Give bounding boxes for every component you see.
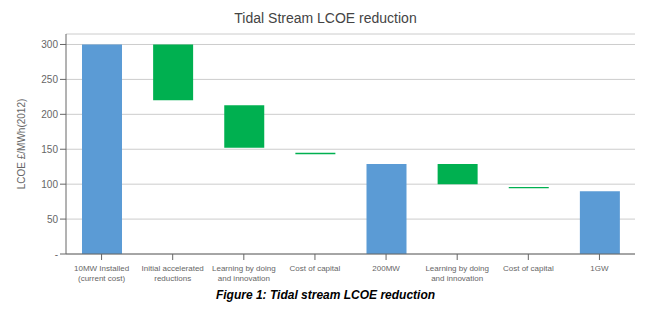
svg-text:100: 100 [41,179,58,190]
svg-text:10MW Installed(current cost): 10MW Installed(current cost) [74,264,129,283]
svg-text:LCOE £/MWh(2012): LCOE £/MWh(2012) [16,99,27,190]
svg-text:-: - [55,249,58,260]
html-text:Tidal Stream LCOE reduction: Tidal Stream LCOE reduction [234,10,417,26]
svg-text:250: 250 [41,74,58,85]
svg-text:Cost of capital: Cost of capital [290,264,341,273]
svg-text:Learning by doingand innovatio: Learning by doingand innovation [212,264,276,283]
svg-text:Cost of capital: Cost of capital [503,264,554,273]
svg-text:200MW: 200MW [372,264,400,273]
html-text:Figure 1: Tidal stream LCOE re: Figure 1: Tidal stream LCOE reduction [215,288,436,302]
svg-text:1GW: 1GW [590,264,609,273]
svg-text:Initial acceleratedreductions: Initial acceleratedreductions [142,264,204,283]
svg-text:200: 200 [41,109,58,120]
svg-text:300: 300 [41,39,58,50]
svg-text:50: 50 [47,214,59,225]
svg-text:Learning by doingand innovatio: Learning by doingand innovation [425,264,489,283]
svg-text:150: 150 [41,144,58,155]
